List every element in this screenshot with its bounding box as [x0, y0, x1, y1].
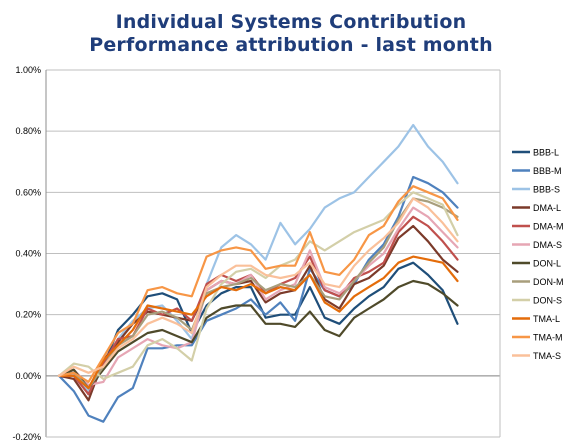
series-line-tma-s: [57, 197, 459, 377]
y-tick-labels: 1.00% 0.80% 0.60% 0.40% 0.20% 0.00% -0.20%: [12, 65, 41, 442]
legend-label: BBB-L: [533, 148, 559, 158]
legend-label: TMA-M: [533, 333, 563, 343]
legend-label: BBB-M: [533, 166, 562, 176]
series-line-tma-l: [57, 255, 459, 390]
legend-label: DON-S: [533, 296, 562, 306]
gridlines: [46, 69, 500, 438]
chart-title: Individual Systems Contribution: [115, 11, 467, 33]
legend-label: DMA-L: [533, 203, 561, 213]
y-tick-label: -0.20%: [12, 432, 41, 442]
legend-label: DON-M: [533, 277, 564, 287]
y-tick-label: 0.80%: [15, 126, 41, 136]
series-line-don-m: [57, 197, 459, 390]
series-line-tma-m: [57, 185, 459, 383]
series-lines: [57, 123, 459, 423]
series-line-bbb-s: [57, 123, 459, 393]
series-line-bbb-m: [57, 175, 459, 423]
legend-label: DMA-M: [533, 222, 564, 232]
y-tick-label: 1.00%: [15, 65, 41, 75]
series-line-dma-s: [57, 206, 459, 387]
legend-label: TMA-S: [533, 351, 561, 361]
legend-label: DMA-S: [533, 240, 562, 250]
y-tick-label: 0.20%: [15, 310, 41, 320]
series-line-dma-l: [57, 224, 459, 402]
legend-label: TMA-L: [533, 314, 560, 324]
chart-subtitle: Performance attribution - last month: [89, 34, 493, 56]
y-tick-label: 0.60%: [15, 187, 41, 197]
y-tick-label: 0.40%: [15, 249, 41, 259]
legend-label: BBB-S: [533, 185, 560, 195]
axes: [45, 70, 501, 438]
series-line-bbb-l: [57, 261, 459, 396]
legend-label: DON-L: [533, 259, 561, 269]
series-line-don-l: [57, 279, 459, 390]
legend: BBB-L BBB-M BBB-S DMA-L DMA-M DMA-S DON-L DON-M…: [512, 148, 564, 361]
y-tick-label: 0.00%: [15, 371, 41, 381]
